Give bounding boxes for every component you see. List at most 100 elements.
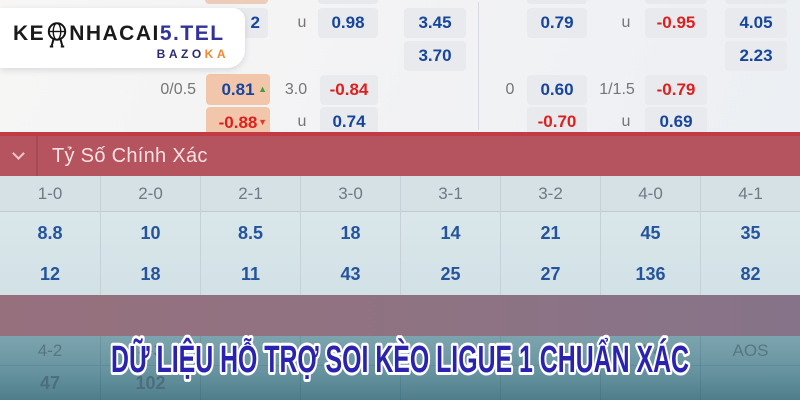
odds-cell-partial [205,0,268,4]
score-odds-cell[interactable] [201,366,300,400]
score-odds-cell[interactable]: 21 [540,222,561,243]
score-column: 3-2 21 27 [500,176,600,295]
brand-tagline: BAZOKA [157,47,229,61]
score-header: 3-1 [401,176,500,212]
odds-cell-partial [318,0,378,4]
odds-cell-partial [527,0,587,4]
score-header: 4-3 [101,336,200,366]
score-odds-cell[interactable]: 8.8 [37,222,63,243]
trend-up-icon: ▲ [258,84,267,94]
brand-tagline-orange: KA [204,47,229,61]
correct-score-table: 1-0 8.8 12 2-0 10 18 2-1 8.5 11 3-0 18 4… [0,176,800,295]
score-odds-cell[interactable]: 102 [135,372,166,393]
handicap-label: 0/0.5 [160,81,196,98]
score-header [401,336,500,366]
chevron-down-icon [11,147,25,160]
odds-cell-under[interactable]: -0.95 [645,8,707,38]
odds-value: -0.88 [218,112,258,132]
score-odds-cell[interactable]: 43 [340,263,361,284]
correct-score-header: Tỷ Số Chính Xác [0,136,800,176]
score-odds-cell[interactable]: 12 [39,263,61,284]
score-odds-cell[interactable] [701,366,800,400]
ou-line-label: 1/1.5 [599,81,635,98]
score-odds-cell[interactable] [301,366,400,400]
score-column [300,336,400,400]
score-odds-cell[interactable]: 18 [340,222,361,243]
odds-cell-home-highlighted[interactable]: 0.81 ▲ [206,74,270,105]
under-label: u [297,14,307,31]
score-odds-cell[interactable]: 25 [440,263,461,284]
score-header [301,336,400,366]
score-header: 3-2 [501,176,600,212]
brand-name-tld: 5.TEL [159,21,225,45]
score-header: 4-2 [0,336,100,366]
score-header [201,336,300,366]
score-odds-cell[interactable]: 45 [640,222,661,243]
section-title: Tỷ Số Chính Xác [52,144,208,167]
score-odds-cell[interactable]: 8.5 [237,222,264,243]
under-label: u [621,14,631,31]
score-column: 4-0 45 136 [600,176,700,295]
ou-line-label: 3.0 [284,81,308,98]
brand-logo[interactable]: KE NHACAI 5.TEL BAZOKA [0,8,245,68]
score-header: 4-4 [601,336,700,366]
collapse-button[interactable] [0,136,38,176]
globe-mascot-icon [47,22,67,48]
odds-cell-1x2[interactable]: 4.05 [725,8,787,38]
score-odds-cell[interactable]: 14 [440,222,461,243]
score-column: 4-1 35 82 [700,176,800,295]
score-header: 4-1 [701,176,800,212]
score-column: AOS [700,336,800,400]
odds-cell-home[interactable]: 0.60 [527,75,587,105]
score-column: 4-4 [600,336,700,400]
score-column: 1-0 8.8 12 [0,176,100,295]
score-odds-cell[interactable] [601,366,700,400]
score-column: 3-0 18 43 [300,176,400,295]
score-odds-cell[interactable]: 35 [740,222,761,243]
odds-cell-partial [645,0,707,4]
score-column [200,336,300,400]
under-label: u [297,113,307,130]
score-odds-cell[interactable] [401,366,500,400]
score-column [500,336,600,400]
score-header [501,336,600,366]
handicap-label: 0 [505,81,515,98]
overlay-gradient-band [0,295,800,336]
odds-cell-over[interactable]: -0.79 [645,75,707,105]
under-label: u [621,113,631,130]
score-column [400,336,500,400]
score-odds-cell[interactable]: 11 [240,263,261,284]
odds-cell-over[interactable]: -0.84 [320,75,378,105]
odds-cell-1x2[interactable]: 2.23 [725,41,787,71]
brand-name-mid: NHACAI [69,21,160,45]
score-header: 2-0 [101,176,200,212]
odds-cell-over[interactable]: 0.79 [527,8,587,38]
score-column: 2-0 10 18 [100,176,200,295]
score-odds-cell[interactable] [501,366,600,400]
odds-board: 2 u 0.98 3.45 0.79 u -0.95 4.05 3.70 2.2… [0,0,800,138]
score-odds-cell[interactable]: 18 [140,263,161,284]
score-column: 2-1 8.5 11 [200,176,300,295]
score-column: 4-3 102 [100,336,200,400]
odds-column-divider [478,2,479,130]
section-divider-line [0,132,800,136]
score-header: 2-1 [201,176,300,212]
score-header: 1-0 [0,176,100,212]
score-column: 4-2 47 [0,336,100,400]
odds-cell-under[interactable]: 0.98 [318,8,378,38]
correct-score-table-faded: 4-2 47 4-3 102 4-4 AOS [0,336,800,400]
brand-name-prefix: KE [13,21,46,45]
score-header: AOS [701,336,800,366]
score-odds-cell[interactable]: 10 [140,222,161,243]
score-odds-cell[interactable]: 136 [635,263,666,284]
odds-cell-1x2[interactable]: 3.70 [404,41,466,71]
trend-down-icon: ▼ [258,117,267,127]
brand-name: KE NHACAI 5.TEL [13,20,225,48]
score-column: 3-1 14 25 [400,176,500,295]
score-odds-cell[interactable]: 27 [540,263,561,284]
odds-cell-partial [725,0,787,4]
score-odds-cell[interactable]: 47 [39,372,61,393]
score-odds-cell[interactable]: 82 [740,263,761,284]
odds-cell-1x2[interactable]: 3.45 [404,8,466,38]
